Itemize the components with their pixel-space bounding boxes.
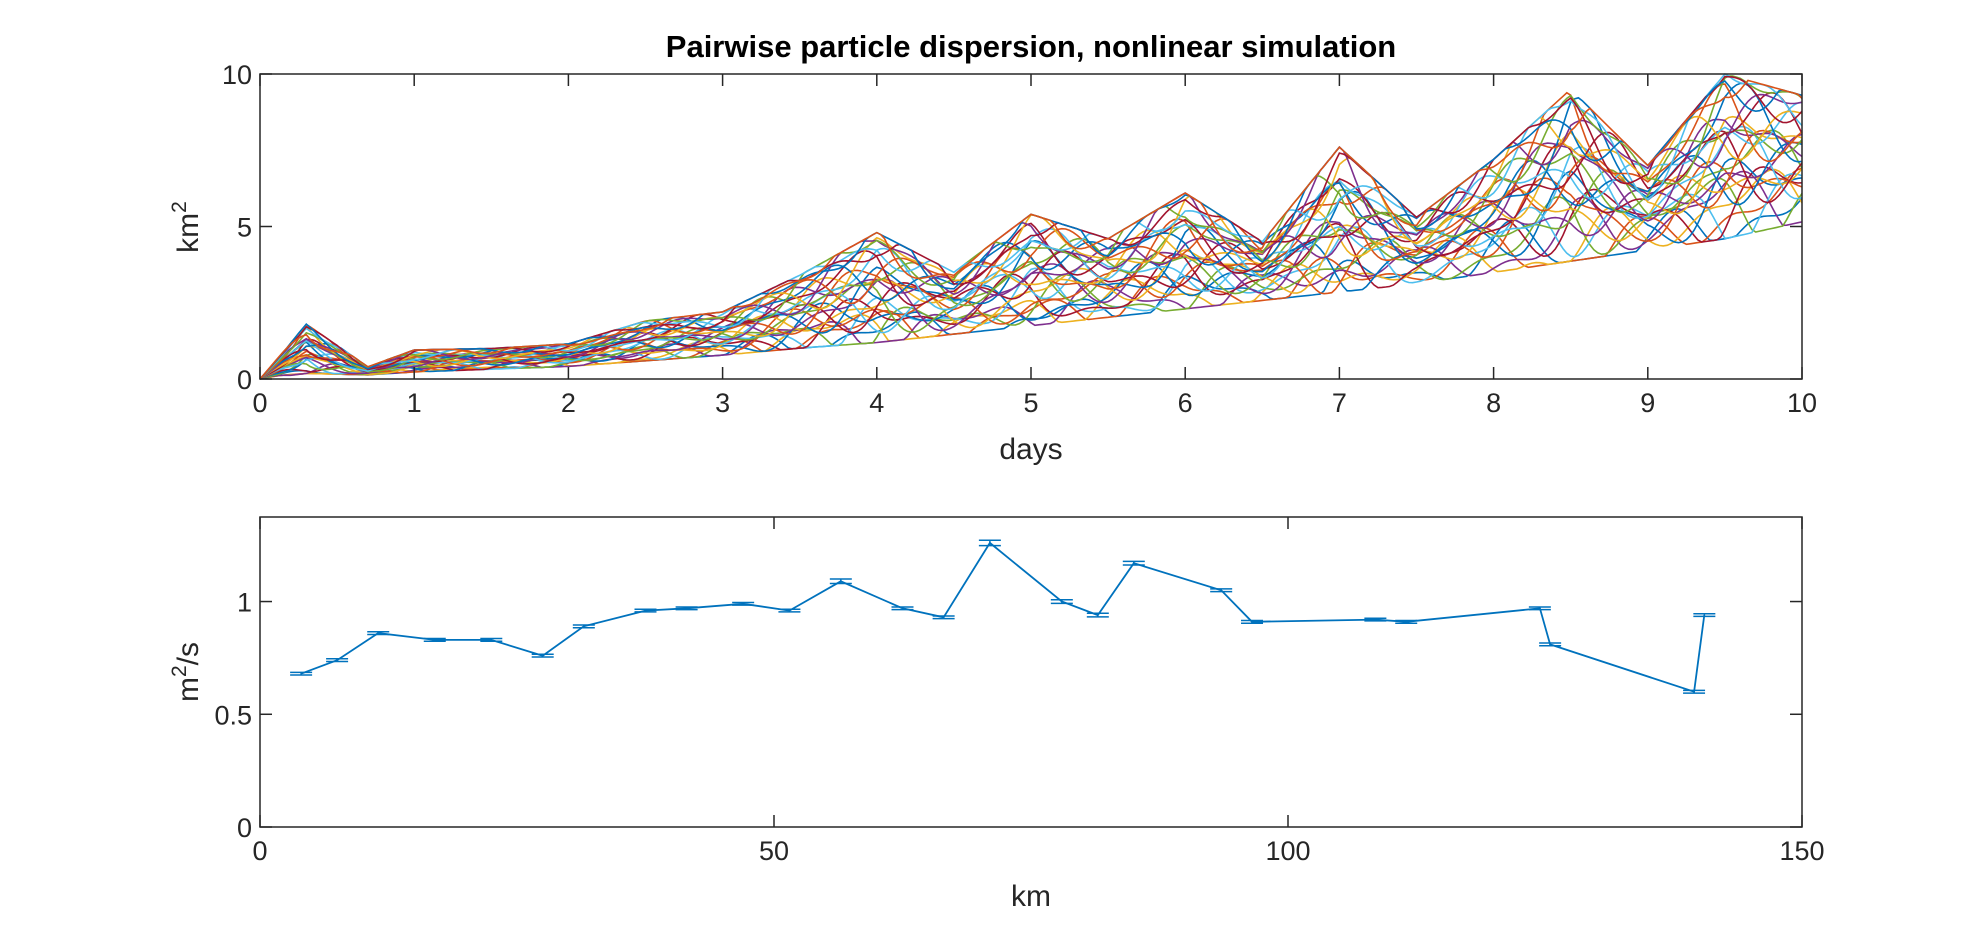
chart-title: Pairwise particle dispersion, nonlinear … — [666, 29, 1396, 64]
x-tick-label: 2 — [561, 388, 576, 418]
y-axis-label-superscript: 2 — [168, 665, 191, 677]
error-bar — [1364, 617, 1387, 622]
error-bar — [1122, 560, 1145, 566]
y-tick-label: 5 — [237, 213, 252, 243]
error-bar — [572, 624, 595, 629]
error-bar — [290, 671, 313, 676]
axis-ticks: 0 1 2 3 4 5 6 7 8 9 10 0 5 10 — [222, 60, 1817, 418]
error-bar — [634, 608, 657, 613]
diffusivity-panel: 0 50 100 150 0 0.5 1 km m2/s — [168, 516, 1825, 913]
x-tick-label: 6 — [1178, 388, 1193, 418]
error-bar — [675, 606, 698, 611]
y-axis-label-base: m — [172, 677, 205, 702]
dispersion-panel: Pairwise particle dispersion, nonlinear … — [168, 29, 1817, 466]
x-tick-label: 9 — [1640, 388, 1655, 418]
error-bar — [1693, 612, 1716, 618]
error-bar — [829, 578, 852, 585]
x-tick-label: 150 — [1779, 836, 1824, 866]
x-axis-label: km — [1011, 880, 1051, 913]
x-tick-label: 10 — [1787, 388, 1817, 418]
x-tick-label: 3 — [715, 388, 730, 418]
series-line — [259, 75, 1803, 380]
x-tick-label: 50 — [759, 836, 789, 866]
error-bar — [1086, 612, 1109, 618]
error-bar — [1395, 619, 1418, 624]
error-bar — [778, 608, 801, 613]
y-axis-label-superscript: 2 — [168, 201, 191, 213]
error-bar — [367, 631, 390, 636]
series-line — [290, 539, 1716, 694]
plot-area — [260, 517, 1802, 827]
error-bar — [1241, 619, 1264, 624]
error-bar — [1539, 642, 1562, 647]
x-tick-label: 4 — [869, 388, 884, 418]
error-bar — [978, 539, 1001, 547]
y-tick-label: 0 — [237, 813, 252, 843]
error-bar — [732, 601, 755, 606]
y-tick-label: 10 — [222, 60, 252, 90]
x-tick-label: 1 — [407, 388, 422, 418]
y-tick-label: 0 — [237, 365, 252, 395]
x-axis-label: days — [999, 433, 1062, 466]
error-bar — [423, 637, 446, 642]
error-bar — [932, 615, 955, 620]
y-axis-label: m2/s — [168, 642, 205, 702]
error-bar — [1050, 598, 1073, 605]
x-tick-label: 7 — [1332, 388, 1347, 418]
error-bar — [480, 637, 503, 642]
y-tick-label: 1 — [237, 588, 252, 618]
series-line — [259, 101, 1803, 380]
error-bar — [326, 658, 349, 663]
series-line — [259, 79, 1803, 380]
x-tick-label: 0 — [252, 836, 267, 866]
x-tick-label: 5 — [1023, 388, 1038, 418]
series-lines — [259, 72, 1803, 380]
y-axis-label: km2 — [168, 201, 205, 253]
y-axis-label-suffix: /s — [172, 642, 205, 665]
y-tick-label: 0.5 — [214, 700, 252, 730]
x-tick-label: 0 — [252, 388, 267, 418]
y-axis-label-base: km — [172, 213, 205, 253]
error-bar — [1528, 606, 1551, 611]
error-bar — [1683, 689, 1706, 694]
error-bar — [891, 606, 914, 611]
x-tick-label: 100 — [1265, 836, 1310, 866]
x-tick-label: 8 — [1486, 388, 1501, 418]
axis-ticks: 0 50 100 150 0 0.5 1 — [214, 517, 1825, 866]
error-bar — [531, 653, 554, 658]
error-bar — [1210, 588, 1233, 593]
diffusivity-line — [300, 541, 1706, 693]
axes-box — [259, 516, 1803, 828]
series-line — [259, 93, 1803, 380]
